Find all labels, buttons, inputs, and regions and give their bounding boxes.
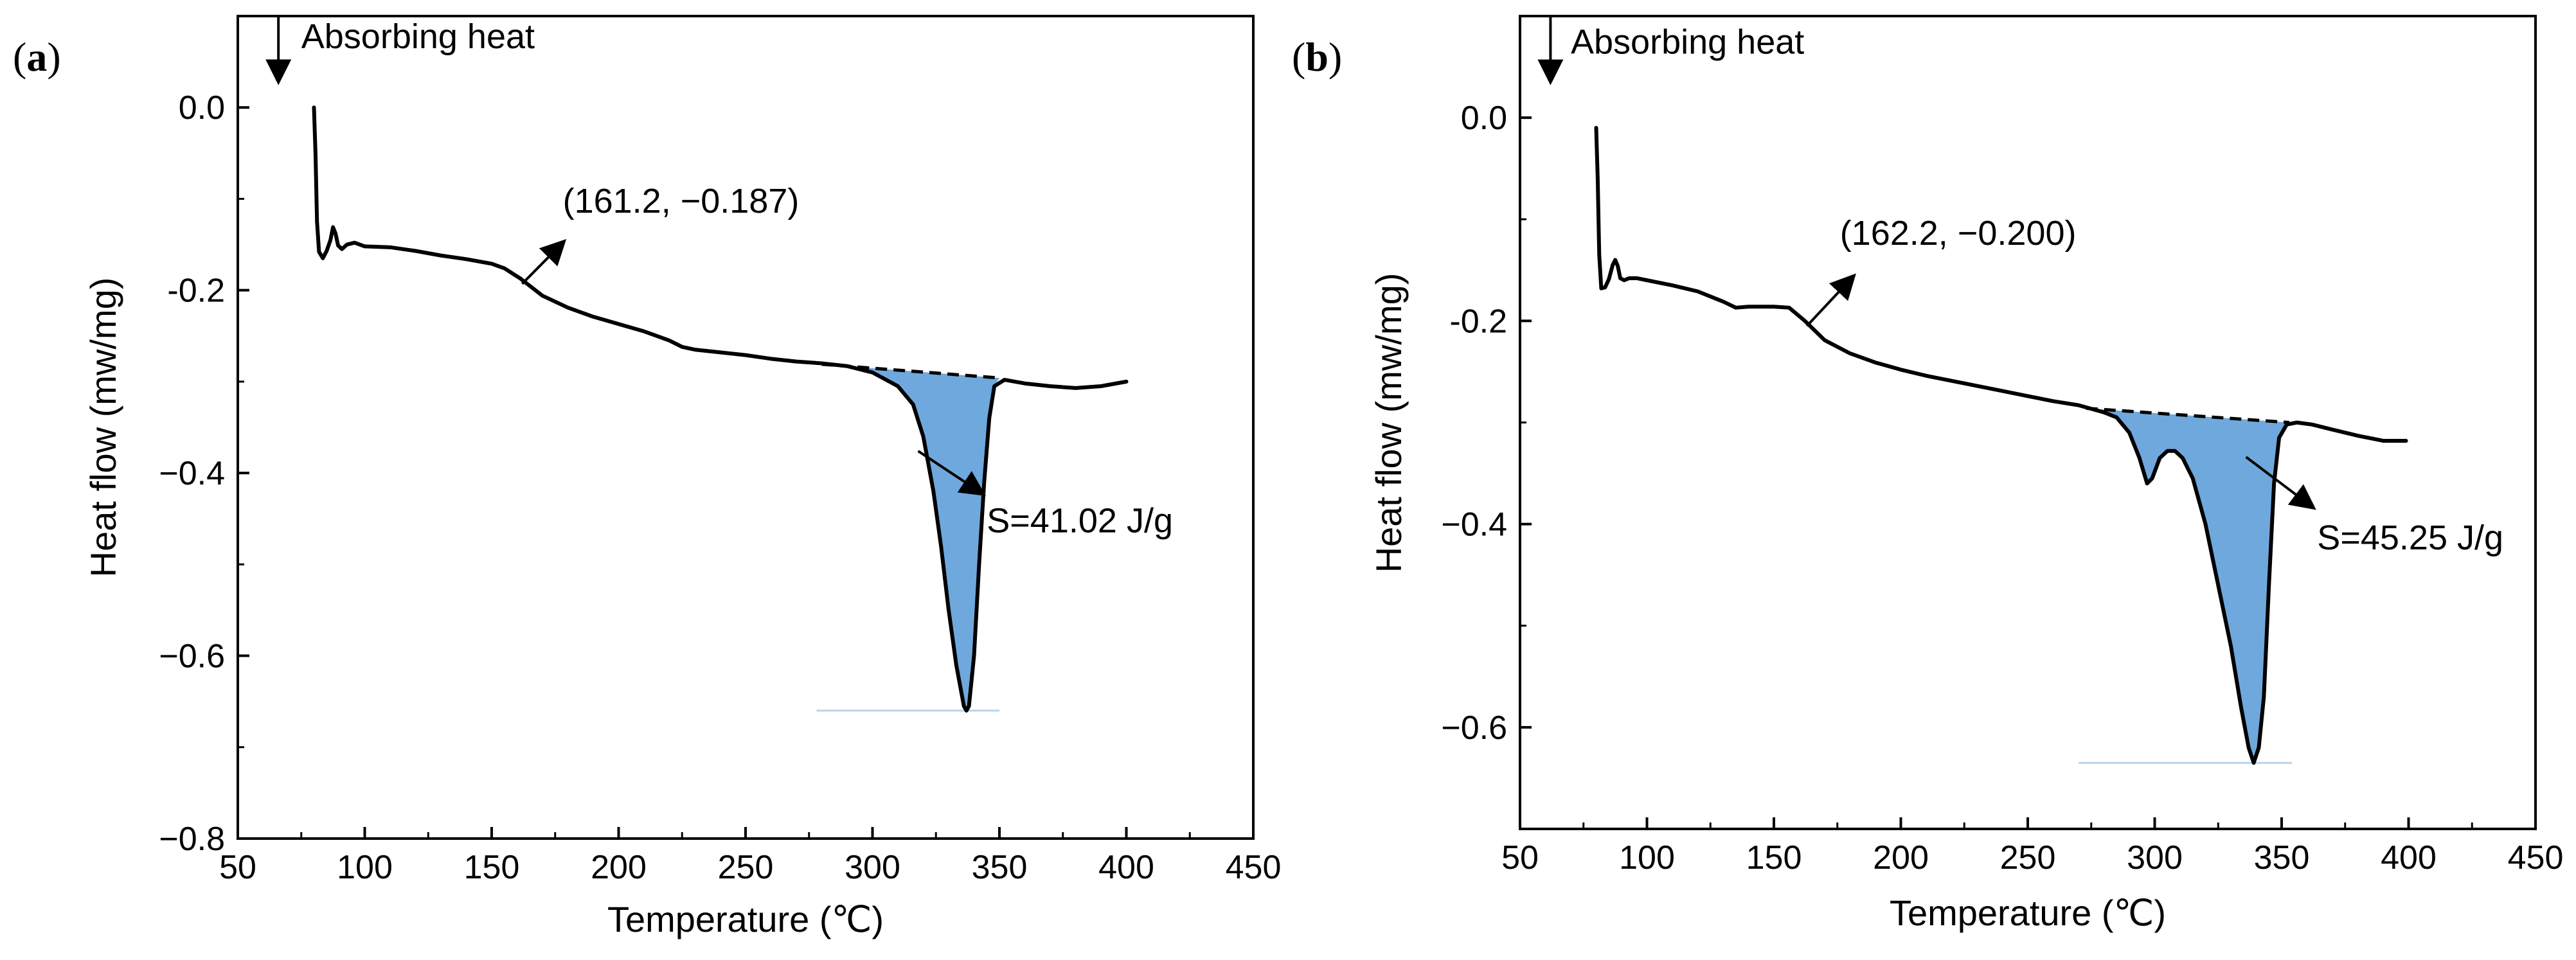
x-tick-label: 300 (2127, 839, 2183, 876)
y-tick-label: -0.2 (167, 272, 225, 310)
x-tick-label: 350 (972, 849, 1028, 886)
annotation-arrows (265, 16, 987, 496)
x-axis-title: Temperature (℃) (1890, 893, 2166, 933)
inflection-point-label: (162.2, −0.200) (1840, 214, 2077, 253)
area-fill-shape (2086, 408, 2289, 763)
y-tick-label: −0.6 (159, 638, 225, 675)
x-tick-label: 300 (845, 849, 900, 886)
x-tick-label: 100 (337, 849, 393, 886)
x-tick-label: 150 (1746, 839, 1802, 876)
baseline-line (2086, 406, 2290, 424)
x-axis-ticks: 50 100 150 200 250 300 350 400 450 (219, 827, 1281, 886)
y-tick-label: −0.8 (159, 821, 225, 858)
y-axis-title: Heat flow (mw/mg) (1368, 273, 1409, 573)
x-tick-label: 350 (2254, 839, 2310, 876)
y-axis-ticks: 0.0 -0.2 −0.4 −0.6 −0.8 (159, 15, 249, 858)
plot-frame (1519, 15, 2537, 830)
plot-frame (237, 15, 1255, 840)
x-tick-label: 250 (718, 849, 774, 886)
chart-panel-b: (b) 50 100 150 200 250 300 350 400 450 0.0 -0.2 −0… (1292, 15, 2563, 933)
x-tick-label: 200 (1873, 839, 1929, 876)
baseline-line (821, 362, 1000, 380)
area-value-label: S=45.25 J/g (2317, 519, 2503, 557)
annotation-arrow (2245, 456, 2316, 510)
panel-letter: b (1305, 34, 1328, 80)
x-tick-label: 100 (1619, 839, 1675, 876)
annotation-arrow (1805, 273, 1856, 327)
y-tick-label: 0.0 (179, 89, 225, 127)
x-tick-label: 50 (1501, 839, 1539, 876)
heat-direction-label: Absorbing heat (1571, 23, 1804, 62)
integration-area-fill (2086, 408, 2289, 763)
y-axis-title: Heat flow (mw/mg) (83, 278, 123, 578)
annotation-arrow (917, 450, 987, 496)
panel-letter: a (26, 34, 47, 80)
x-tick-label: 400 (1098, 849, 1154, 886)
annotation-arrow (521, 239, 567, 285)
x-axis-ticks: 50 100 150 200 250 300 350 400 450 (1501, 817, 2563, 876)
x-tick-label: 400 (2381, 839, 2437, 876)
x-tick-label: 450 (2508, 839, 2564, 876)
panel-label: (b) (1292, 34, 1342, 80)
dsc-curve (1594, 125, 2408, 765)
integration-area-fill (821, 364, 999, 711)
y-tick-label: −0.4 (1441, 506, 1507, 544)
chart-panel-a: (a) 50 100 150 200 250 300 350 400 450 0.0 -0.2 −0… (13, 15, 1281, 939)
x-tick-label: 150 (464, 849, 520, 886)
dsc-curve-line (312, 105, 1129, 713)
y-axis-ticks: 0.0 -0.2 −0.4 −0.6 (1441, 15, 1532, 747)
y-tick-label: −0.6 (1441, 709, 1507, 747)
y-tick-label: 0.0 (1461, 100, 1507, 137)
x-tick-label: 450 (1226, 849, 1282, 886)
panel-label: (a) (13, 34, 61, 80)
area-fill-shape (821, 364, 999, 711)
y-tick-label: -0.2 (1449, 303, 1507, 340)
y-tick-label: −0.4 (159, 455, 225, 492)
heat-direction-label: Absorbing heat (301, 17, 535, 56)
dsc-curve-line (1594, 125, 2408, 765)
baseline-dashed-line (821, 362, 1000, 380)
area-value-label: S=41.02 J/g (987, 502, 1173, 540)
x-tick-label: 50 (219, 849, 256, 886)
dsc-curve (312, 105, 1129, 713)
x-tick-label: 250 (2000, 839, 2056, 876)
inflection-point-label: (161.2, −0.187) (563, 182, 800, 220)
x-axis-title: Temperature (℃) (607, 899, 884, 939)
baseline-dashed-line (2086, 406, 2290, 424)
x-tick-label: 200 (591, 849, 647, 886)
annotation-arrows (1537, 16, 2316, 510)
